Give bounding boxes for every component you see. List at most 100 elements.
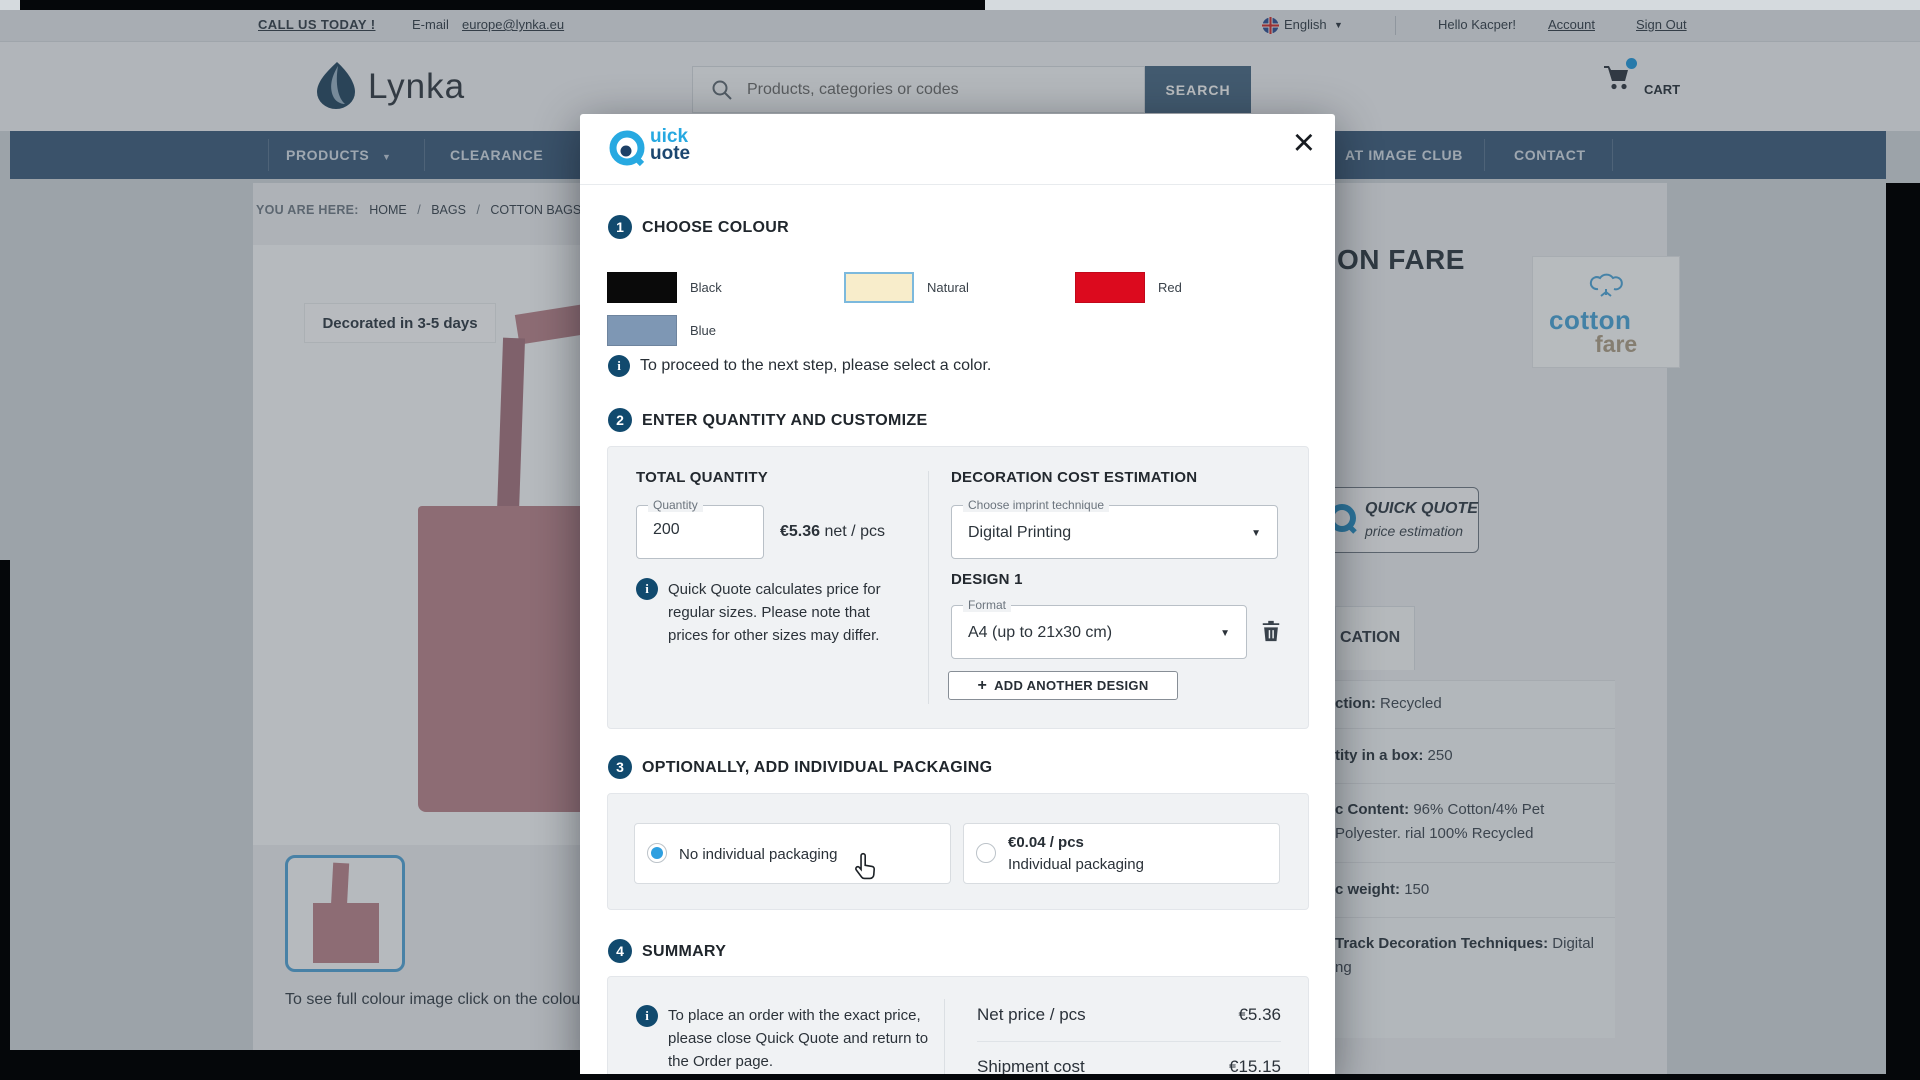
colour-swatch-black[interactable] <box>607 272 677 303</box>
step-2-title: ENTER QUANTITY AND CUSTOMIZE <box>642 412 928 429</box>
net-price-value: €5.36 <box>1238 1005 1281 1024</box>
chevron-down-icon: ▼ <box>1251 528 1261 539</box>
spec-value: Digital ng <box>1335 935 1594 976</box>
utility-bar: CALL US TODAY ! E-mail europe@lynka.eu E… <box>0 10 1920 42</box>
nav-divider <box>1612 139 1613 171</box>
nav-divider <box>1484 139 1485 171</box>
brand-logo-bottom: fare <box>1595 331 1638 357</box>
imprint-technique-label: Choose imprint technique <box>963 498 1110 512</box>
spec-row: c Content: 96% Cotton/4% Pet Polyester. … <box>1335 784 1615 863</box>
sign-out-link[interactable]: Sign Out <box>1636 17 1687 32</box>
step-4-number: 4 <box>608 939 632 963</box>
nav-item-contact[interactable]: CONTACT <box>1514 147 1586 163</box>
add-another-design-label: ADD ANOTHER DESIGN <box>994 678 1149 693</box>
call-us-link[interactable]: CALL US TODAY ! <box>258 17 376 32</box>
cart-icon[interactable] <box>1600 60 1636 99</box>
breadcrumb-home[interactable]: HOME <box>369 203 407 217</box>
packaging-panel: No individual packaging €0.04 / pcs Indi… <box>607 793 1309 910</box>
add-another-design-button[interactable]: + ADD ANOTHER DESIGN <box>948 671 1178 700</box>
specification-tab-fragment[interactable]: CATION <box>1335 606 1415 670</box>
quick-quote-logo-icon <box>606 128 648 175</box>
nav-divider <box>424 139 425 171</box>
chevron-down-icon: ▼ <box>382 152 391 162</box>
info-icon: i <box>608 355 630 377</box>
brand-wordmark[interactable]: Lynka <box>368 67 466 106</box>
search-button[interactable]: SEARCH <box>1145 66 1251 113</box>
colour-label: Red <box>1158 280 1182 295</box>
cart-label[interactable]: CART <box>1644 82 1681 97</box>
breadcrumb-sep: / <box>417 203 421 217</box>
screen-edge <box>0 1074 1920 1080</box>
colour-swatch-red[interactable] <box>1075 272 1145 303</box>
lynka-logo-icon[interactable] <box>312 60 358 115</box>
screen-edge <box>20 0 985 10</box>
decoration-title: DECORATION COST ESTIMATION <box>951 469 1198 486</box>
net-price-label: Net price / pcs <box>977 1005 1086 1024</box>
colour-label: Natural <box>927 280 969 295</box>
shipment-cost-label: Shipment cost <box>977 1057 1085 1076</box>
product-title-fragment: ON FARE <box>1337 244 1465 275</box>
imprint-technique-value: Digital Printing <box>968 524 1072 541</box>
spec-label: c Content: <box>1335 801 1410 818</box>
email-label: E-mail <box>412 17 449 32</box>
quantity-note: Quick Quote calculates price for regular… <box>668 581 881 644</box>
summary-panel: i To place an order with the exact price… <box>607 976 1309 1080</box>
language-flag-icon <box>1262 17 1279 37</box>
breadcrumb-bags[interactable]: BAGS <box>431 203 466 217</box>
step-1-number: 1 <box>608 215 632 239</box>
colour-swatch-natural[interactable] <box>844 272 914 303</box>
nav-item-clearance[interactable]: CLEARANCE <box>450 147 544 163</box>
summary-note: To place an order with the exact price, … <box>668 1007 929 1070</box>
breadcrumb: YOU ARE HERE: HOME / BAGS / COTTON BAGS <box>256 203 588 217</box>
unit-price: €5.36 net / pcs <box>780 523 885 541</box>
imprint-technique-select[interactable]: Choose imprint technique Digital Printin… <box>951 498 1278 559</box>
account-link[interactable]: Account <box>1548 17 1595 32</box>
user-greeting: Hello Kacper! <box>1438 17 1517 32</box>
quick-quote-button[interactable]: QUICK QUOTE price estimation <box>1317 487 1479 553</box>
unit-price-suffix: net / pcs <box>820 523 885 540</box>
breadcrumb-prefix: YOU ARE HERE: <box>256 203 359 217</box>
spec-value: 150 <box>1404 881 1430 898</box>
radio-unselected[interactable] <box>976 843 996 863</box>
close-icon[interactable]: × <box>1292 122 1315 164</box>
colour-swatch-blue[interactable] <box>607 315 677 346</box>
quick-quote-modal: uick uote × 1 CHOOSE COLOUR Black Natura… <box>580 114 1335 1080</box>
modal-header: uick uote × <box>580 114 1335 185</box>
language-selector[interactable]: English <box>1284 17 1327 32</box>
packaging-option-none[interactable]: No individual packaging <box>634 823 951 884</box>
decoration-time-badge: Decorated in 3-5 days <box>304 303 496 343</box>
product-thumbnail[interactable] <box>285 855 405 972</box>
email-link[interactable]: europe@lynka.eu <box>462 17 565 32</box>
cart-badge <box>1626 58 1637 69</box>
search-icon <box>711 79 733 106</box>
plus-icon: + <box>977 676 988 694</box>
search-bar <box>692 66 1145 113</box>
quick-quote-button-subtitle: price estimation <box>1365 523 1464 539</box>
search-input[interactable] <box>745 75 1129 105</box>
thumb-bag-body <box>313 903 379 963</box>
specification-table: ction: Recycled tity in a box: 250 c Con… <box>1335 680 1615 1038</box>
nav-item-products[interactable]: PRODUCTS <box>286 147 370 163</box>
mouse-cursor-hand-icon <box>852 852 880 887</box>
shipment-cost-value: €15.15 <box>1229 1057 1281 1076</box>
quantity-field: Quantity <box>636 498 764 559</box>
quick-quote-logo-top: uick <box>650 126 689 147</box>
delete-design-icon[interactable] <box>1260 619 1282 648</box>
spec-value: 250 <box>1427 747 1453 764</box>
unit-price-value: €5.36 <box>780 523 821 540</box>
breadcrumb-cotton-bags[interactable]: COTTON BAGS <box>490 203 582 217</box>
spec-row: tity in a box: 250 <box>1335 729 1615 784</box>
packaging-option-individual[interactable]: €0.04 / pcs Individual packaging <box>963 823 1280 884</box>
screen-edge <box>1886 183 1920 1080</box>
radio-selected[interactable] <box>647 843 667 863</box>
quantity-field-label: Quantity <box>648 498 703 512</box>
thumbnail-caption: To see full colour image click on the co… <box>285 991 579 1008</box>
info-icon: i <box>636 1005 658 1027</box>
quantity-input[interactable] <box>651 520 755 540</box>
nav-item-image-club[interactable]: AT IMAGE CLUB <box>1345 147 1463 163</box>
format-value: A4 (up to 21x30 cm) <box>968 624 1113 641</box>
packaging-price: €0.04 / pcs <box>1008 834 1084 851</box>
format-select[interactable]: Format A4 (up to 21x30 cm) ▼ <box>951 598 1247 659</box>
cotton-boll-icon <box>1588 267 1624 306</box>
